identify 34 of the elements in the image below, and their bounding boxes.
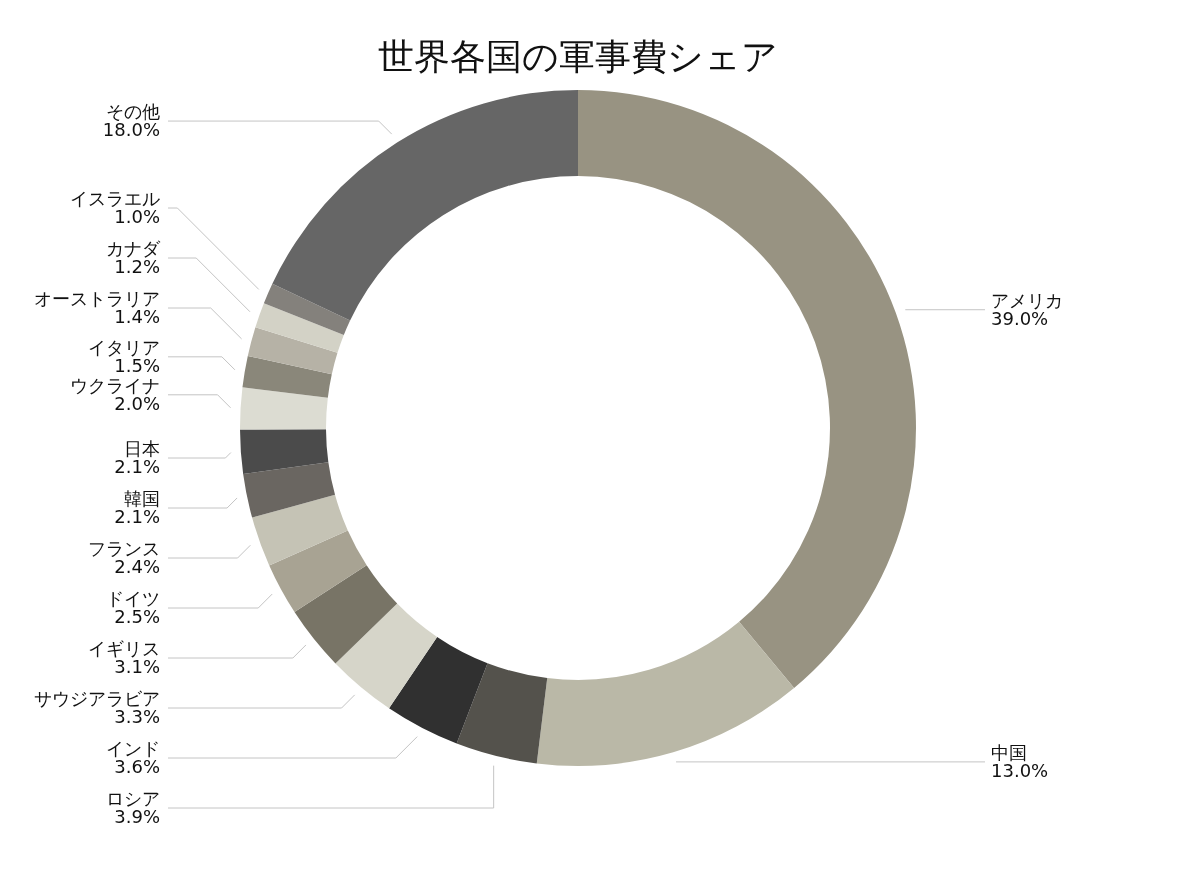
slice-label: ロシア xyxy=(106,788,160,809)
slice-label: 韓国 xyxy=(124,488,160,509)
slice-label: イギリス xyxy=(88,638,160,659)
donut-slice xyxy=(294,565,398,664)
data-label: 2.4% xyxy=(114,556,160,577)
donut-slice xyxy=(263,283,351,335)
donut-slice xyxy=(242,355,332,398)
donut-slice xyxy=(389,636,488,744)
donut-slice xyxy=(240,429,329,474)
slice-label: オーストラリア xyxy=(34,288,160,309)
donut-slice xyxy=(243,462,336,518)
slice-label: インド xyxy=(106,738,160,759)
donut-slice xyxy=(456,663,548,764)
donut-slice xyxy=(536,621,795,766)
donut-slice xyxy=(255,303,344,353)
data-label: 3.3% xyxy=(114,706,160,727)
slice-label: その他 xyxy=(106,101,160,123)
donut-slice xyxy=(578,90,916,688)
slice-label: ウクライナ xyxy=(70,374,160,396)
data-label: 3.9% xyxy=(114,806,160,827)
slice-label: カナダ xyxy=(106,238,161,259)
slice-label: 日本 xyxy=(124,438,160,459)
slice-label: イスラエル xyxy=(70,188,160,209)
slice-label: フランス xyxy=(88,538,160,559)
donut-slice xyxy=(247,327,338,375)
data-label: 1.0% xyxy=(114,206,160,227)
donut-slice xyxy=(240,387,328,430)
chart-title: 世界各国の軍事費シェア xyxy=(378,36,778,77)
donut-slice xyxy=(335,603,438,709)
slice-label: ドイツ xyxy=(106,588,160,609)
donut-slice xyxy=(269,530,367,613)
donut-slice xyxy=(252,494,348,566)
slice-label: サウジアラビア xyxy=(34,688,160,709)
donut-slice xyxy=(272,90,578,321)
